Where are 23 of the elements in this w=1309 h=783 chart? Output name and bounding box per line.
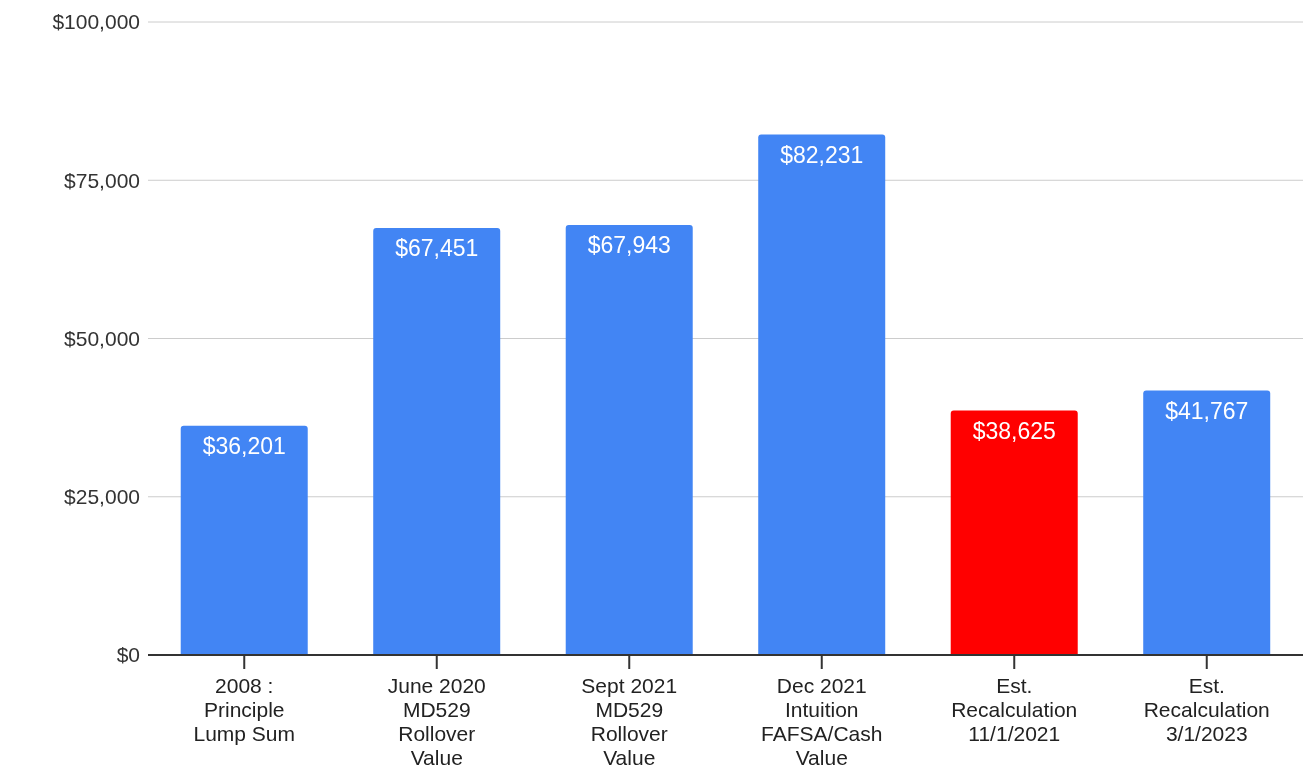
bar	[180, 425, 308, 655]
bar	[950, 410, 1078, 655]
x-tick-label: Sept 2021 MD529 Rollover Value	[581, 674, 678, 769]
y-tick-label: $0	[116, 643, 140, 667]
y-tick-label: $50,000	[64, 326, 140, 350]
y-tick-label: $75,000	[64, 168, 140, 192]
x-tick-label: 2008 : Principle Lump Sum	[193, 674, 296, 745]
data-label: $41,767	[1165, 397, 1249, 424]
x-tick-label: June 2020 MD529 Rollover Value	[387, 674, 486, 769]
x-tick-label: Est. Recalculation 3/1/2023	[1143, 674, 1270, 745]
data-label: $67,451	[395, 235, 479, 262]
y-tick-label: $100,000	[52, 10, 140, 34]
x-tick-label: Est. Recalculation 11/1/2021	[951, 674, 1078, 745]
x-tick-label: Dec 2021 Intuition FAFSA/Cash Value	[761, 674, 883, 769]
data-label: $82,231	[780, 141, 864, 168]
bar	[373, 228, 501, 655]
y-tick-label: $25,000	[64, 485, 140, 509]
bar	[565, 224, 693, 655]
bar	[1143, 390, 1271, 655]
bar	[758, 134, 886, 655]
data-label: $67,943	[587, 232, 671, 259]
data-label: $36,201	[202, 433, 286, 460]
data-label: $38,625	[972, 417, 1056, 444]
